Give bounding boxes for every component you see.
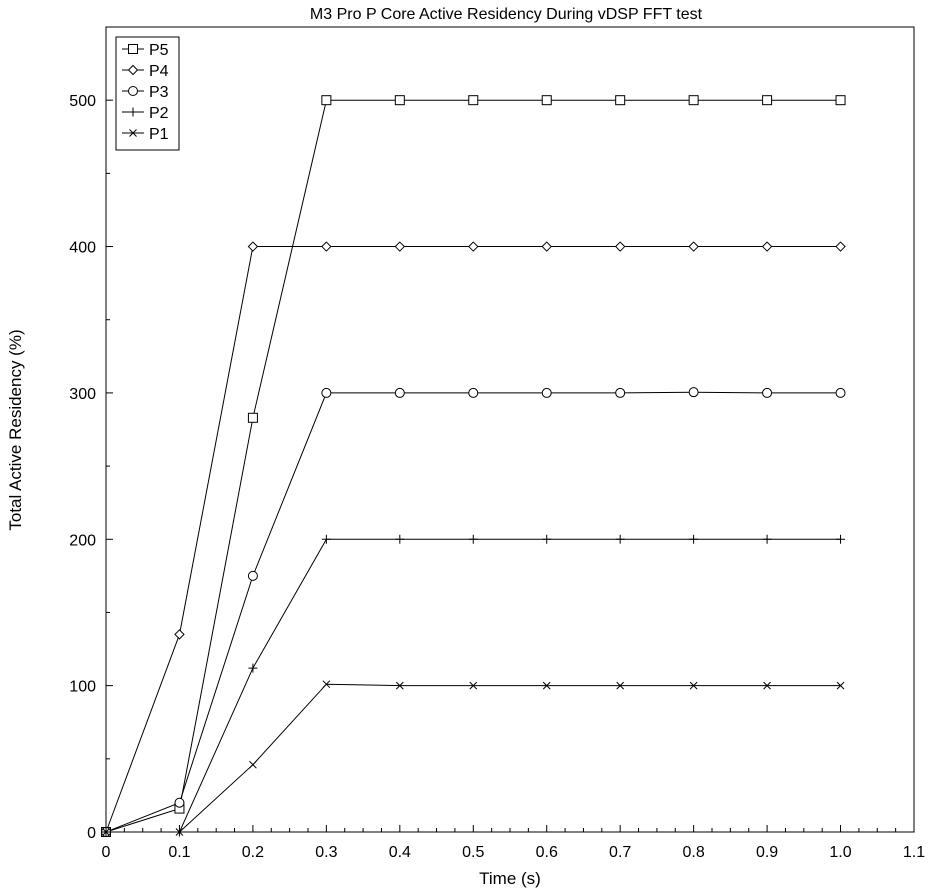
circle-marker	[174, 797, 185, 808]
y-tick-label: 500	[69, 93, 96, 110]
cross-marker	[469, 681, 478, 690]
cross-marker	[395, 681, 404, 690]
x-tick-label: 0.6	[536, 844, 558, 861]
cross-marker	[689, 681, 698, 690]
diamond-marker	[541, 241, 552, 252]
circle-marker	[128, 86, 138, 96]
y-tick-label: 200	[69, 532, 96, 549]
x-axis: 0 0.1 0.2 0.3 0.4 0.5 0.6 0.7 0.8 0.9 1.0 1.1	[102, 825, 925, 861]
circle-marker	[247, 570, 258, 581]
legend-entry: P4	[122, 63, 169, 80]
square-marker	[128, 44, 138, 54]
square-marker	[321, 95, 332, 106]
x-axis-label: Time (s)	[479, 869, 541, 888]
diamond-marker	[688, 241, 699, 252]
circle-marker	[688, 387, 699, 398]
circle-marker	[762, 387, 773, 398]
cross-marker	[836, 681, 845, 690]
square-marker	[835, 95, 846, 106]
x-tick-label: 0.2	[242, 844, 264, 861]
cross-marker	[249, 760, 257, 769]
x-tick-label: 0.7	[609, 844, 631, 861]
series-p1	[102, 680, 845, 836]
circle-marker	[615, 387, 626, 398]
legend-label: P5	[149, 42, 169, 59]
legend-label: P3	[149, 84, 169, 101]
diamond-marker	[247, 241, 259, 252]
plot-frame	[105, 26, 915, 833]
x-tick-label: 0	[102, 844, 111, 861]
x-tick-label: 1.0	[829, 844, 851, 861]
plus-marker	[128, 107, 138, 117]
diamond-marker	[614, 241, 626, 252]
legend: P5 P4 P3 P2 P1	[115, 36, 180, 151]
square-marker	[615, 95, 626, 106]
diamond-marker	[761, 241, 773, 252]
cross-marker	[175, 828, 184, 836]
square-marker	[541, 95, 552, 106]
legend-entry: P1	[122, 126, 169, 143]
square-marker	[468, 95, 479, 106]
cross-marker	[542, 681, 551, 690]
circle-marker	[468, 387, 479, 398]
plus-marker	[321, 534, 331, 544]
plus-marker	[395, 534, 405, 544]
x-tick-label: 0.3	[315, 844, 337, 861]
cross-marker	[616, 681, 625, 690]
cross-marker	[322, 680, 331, 689]
circle-marker	[835, 387, 846, 398]
legend-entry: P2	[122, 105, 169, 122]
diamond-marker	[835, 241, 846, 252]
square-marker	[688, 95, 699, 106]
diamond-marker	[394, 241, 406, 252]
y-tick-label: 100	[69, 679, 96, 696]
legend-box	[115, 36, 180, 151]
legend-entry: P5	[122, 42, 169, 59]
square-marker	[247, 412, 258, 423]
diamond-marker	[127, 64, 139, 76]
y-tick-label: 400	[69, 240, 96, 257]
square-marker	[394, 95, 405, 106]
chart-title: M3 Pro P Core Active Residency During vD…	[310, 6, 703, 23]
x-tick-label: 1.1	[903, 844, 925, 861]
plus-marker	[689, 534, 699, 544]
plus-marker	[615, 534, 625, 544]
series-line	[105, 99, 841, 833]
circle-marker	[541, 387, 552, 398]
plus-marker	[762, 534, 772, 544]
legend-label: P1	[149, 126, 169, 143]
circle-marker	[321, 387, 332, 398]
diamond-marker	[174, 629, 185, 640]
series-line	[106, 683, 841, 833]
x-tick-label: 0.8	[683, 844, 705, 861]
series-layer	[100, 95, 846, 838]
cross-marker	[129, 129, 137, 137]
plus-marker	[468, 534, 478, 544]
x-tick-label: 0.1	[168, 844, 190, 861]
legend-label: P2	[149, 105, 169, 122]
diamond-marker	[468, 241, 479, 252]
square-marker	[762, 95, 773, 106]
cross-marker	[763, 681, 771, 690]
y-tick-label: 0	[87, 825, 96, 842]
circle-marker	[394, 387, 405, 398]
legend-label: P4	[149, 63, 169, 80]
x-tick-label: 0.9	[756, 844, 778, 861]
y-axis-label: Total Active Residency (%)	[6, 329, 25, 530]
y-axis: 0 100 200 300 400 500	[69, 26, 113, 842]
plus-marker	[836, 534, 846, 544]
x-tick-label: 0.5	[462, 844, 484, 861]
y-tick-label: 300	[69, 386, 96, 403]
plus-marker	[542, 534, 552, 544]
plus-marker	[248, 663, 258, 673]
cross-marker	[102, 828, 110, 836]
legend-entry: P3	[122, 84, 169, 101]
series-p5	[101, 95, 846, 837]
x-tick-label: 0.4	[389, 844, 411, 861]
diamond-marker	[321, 241, 332, 252]
